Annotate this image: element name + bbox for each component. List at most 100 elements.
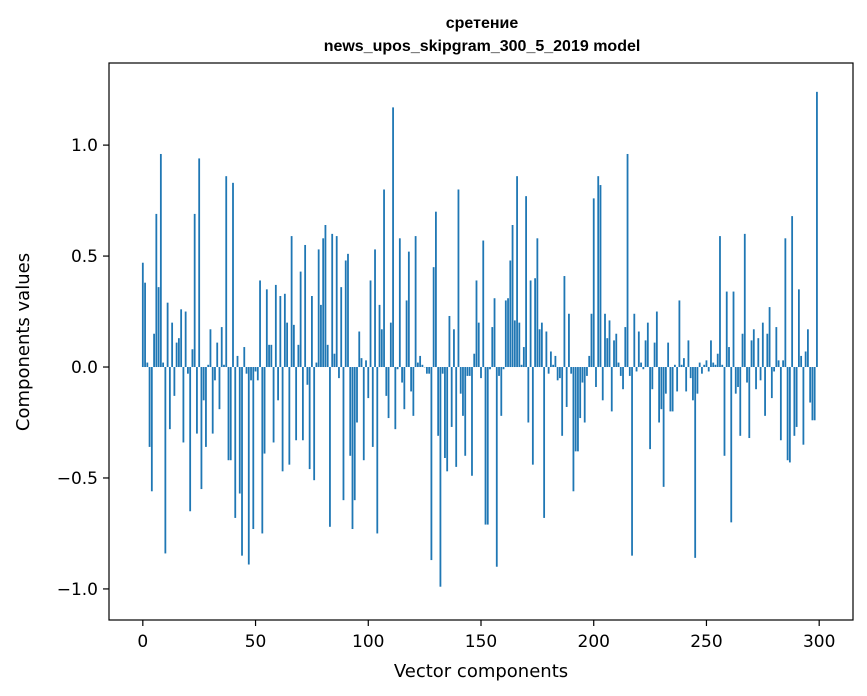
bar-component-216 (628, 367, 631, 376)
bar-component-82 (326, 344, 329, 368)
bar-component-227 (653, 342, 656, 368)
bar-component-38 (227, 367, 230, 461)
bar-component-101 (369, 280, 372, 368)
bar-component-175 (536, 238, 539, 368)
x-tick-label: 300 (803, 632, 835, 652)
bar-component-74 (308, 367, 311, 470)
bar-component-263 (734, 367, 737, 394)
bar-component-144 (466, 367, 469, 376)
bar-component-33 (216, 342, 219, 368)
x-tick-label: 250 (690, 632, 722, 652)
bar-component-128 (430, 367, 433, 561)
bar-component-211 (617, 362, 620, 368)
bar-component-66 (290, 236, 293, 368)
bar-component-9 (162, 362, 165, 368)
bar-component-272 (755, 367, 757, 390)
bar-component-1 (144, 282, 146, 368)
bar-component-137 (450, 367, 453, 427)
bar-component-25 (198, 158, 201, 368)
bar-component-118 (407, 251, 410, 368)
bar-component-184 (556, 367, 559, 381)
bar-component-297 (811, 367, 814, 421)
bar-component-248 (701, 367, 703, 374)
y-tick-label: −0.5 (57, 469, 98, 489)
bar-component-238 (678, 300, 681, 368)
bar-component-56 (268, 344, 270, 368)
bar-component-278 (768, 307, 771, 368)
bar-component-257 (721, 364, 724, 368)
bar-component-19 (184, 311, 187, 368)
bar-component-170 (525, 196, 527, 368)
bar-component-281 (775, 327, 778, 368)
bar-component-75 (311, 296, 313, 368)
bar-component-53 (261, 367, 264, 534)
bar-component-71 (301, 367, 304, 441)
bar-component-85 (333, 353, 336, 368)
bar-component-109 (387, 367, 390, 419)
bar-component-188 (565, 367, 568, 407)
bar-component-110 (389, 322, 392, 368)
bar-component-44 (241, 367, 243, 556)
chart-title: сретение (446, 15, 519, 32)
bar-component-148 (475, 280, 478, 368)
bar-component-235 (671, 367, 674, 412)
bar-component-186 (561, 367, 564, 436)
bar-component-240 (683, 358, 685, 368)
bar-component-290 (795, 367, 798, 427)
y-tick-label: 0.5 (71, 247, 98, 267)
bar-component-174 (534, 278, 537, 368)
bar-component-196 (583, 367, 586, 423)
bar-component-223 (644, 340, 647, 368)
bar-component-270 (750, 340, 753, 368)
bar-component-37 (225, 176, 228, 368)
bar-component-5 (153, 333, 155, 368)
bar-component-93 (351, 367, 354, 530)
bar-component-42 (236, 355, 239, 368)
bar-component-97 (360, 358, 363, 368)
x-tick-label: 150 (465, 632, 497, 652)
bar-component-199 (590, 313, 593, 368)
bar-component-189 (568, 313, 570, 368)
bar-component-43 (238, 367, 241, 494)
bar-component-179 (545, 331, 548, 368)
bar-component-299 (816, 91, 818, 368)
bar-component-60 (277, 367, 279, 401)
bar-component-249 (703, 364, 706, 368)
bar-component-34 (218, 367, 221, 410)
bar-component-84 (331, 233, 334, 368)
bar-component-117 (405, 300, 408, 368)
bar-component-242 (687, 340, 690, 368)
bar-component-121 (414, 236, 417, 368)
bar-component-127 (428, 367, 431, 374)
bar-component-269 (748, 367, 751, 439)
bar-component-16 (177, 338, 180, 368)
bar-component-123 (419, 355, 422, 368)
bar-component-83 (329, 367, 331, 527)
bar-component-215 (626, 153, 629, 368)
bar-component-88 (340, 287, 343, 368)
bar-component-29 (207, 364, 210, 368)
bar-component-288 (791, 216, 794, 368)
bar-component-81 (324, 225, 327, 368)
bar-component-225 (649, 367, 651, 450)
bar-component-180 (547, 367, 550, 374)
bar-component-99 (365, 360, 367, 368)
bar-component-48 (250, 367, 252, 381)
bar-component-205 (604, 313, 606, 368)
bar-component-86 (335, 236, 338, 368)
bar-component-113 (396, 367, 399, 370)
bar-component-231 (662, 367, 665, 487)
bar-component-46 (245, 367, 248, 374)
bar-component-292 (800, 355, 803, 368)
bar-component-136 (448, 315, 451, 368)
bar-component-54 (263, 367, 266, 454)
bar-component-120 (412, 367, 415, 416)
bar-component-92 (349, 367, 352, 456)
bar-component-14 (173, 367, 176, 396)
bar-component-254 (714, 364, 717, 368)
bar-component-68 (295, 367, 298, 441)
bar-component-172 (529, 280, 532, 368)
bar-component-253 (712, 362, 715, 368)
bar-component-178 (543, 367, 546, 518)
bar-component-158 (498, 367, 500, 376)
